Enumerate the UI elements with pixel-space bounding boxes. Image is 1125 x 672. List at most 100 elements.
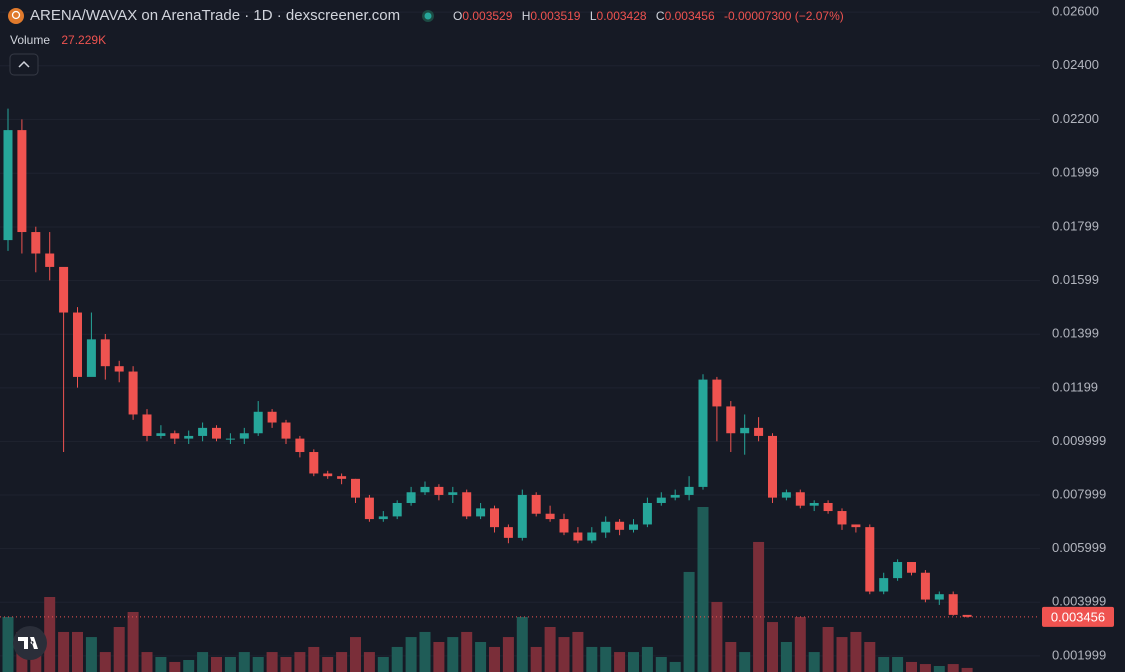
candle-body xyxy=(239,433,249,439)
y-tick-label: 0.003999 xyxy=(1052,594,1106,609)
y-tick-label: 0.02400 xyxy=(1052,57,1099,72)
volume-bar xyxy=(238,652,250,672)
pair-title: ARENA/WAVAX on ArenaTrade · 1D · dexscre… xyxy=(30,7,401,24)
high-letter: H xyxy=(521,9,531,23)
volume-bar xyxy=(252,657,264,672)
candle-body xyxy=(726,406,736,434)
candle-body xyxy=(712,379,722,407)
candle-body xyxy=(281,422,291,439)
last-price-label: 0.003456 xyxy=(1051,609,1105,624)
volume-bar xyxy=(711,601,723,672)
volume-bar xyxy=(113,627,125,672)
volume-value: 27.229K xyxy=(61,33,107,47)
candle-body xyxy=(476,508,486,517)
volume-bar xyxy=(419,631,431,672)
candle-body xyxy=(128,371,138,415)
candle-body xyxy=(198,427,208,436)
volume-bar xyxy=(725,642,737,672)
volume-bar xyxy=(655,657,667,672)
volume-bar xyxy=(85,637,97,672)
volume-bar xyxy=(961,667,973,672)
candle-body xyxy=(434,486,444,495)
candle-body xyxy=(337,476,347,479)
volume-bar xyxy=(197,652,209,672)
volume-bar xyxy=(641,646,653,672)
volume-bar xyxy=(739,652,751,672)
candle-body xyxy=(420,486,430,493)
candle-body xyxy=(73,312,82,377)
volume-bar xyxy=(697,507,709,672)
candle-body xyxy=(184,435,194,439)
candle-body xyxy=(670,494,680,498)
y-tick-label: 0.01799 xyxy=(1052,218,1099,233)
volume-bar xyxy=(544,627,556,672)
candle-body xyxy=(114,366,124,372)
y-tick-label: 0.01999 xyxy=(1052,165,1099,180)
y-tick-label: 0.01599 xyxy=(1052,272,1099,287)
candle-body xyxy=(323,473,333,477)
open-letter: O xyxy=(453,9,463,23)
ohlc-legend: O0.003529 H0.003519 L0.003428 C0.003456 … xyxy=(453,9,850,23)
volume-bar xyxy=(141,652,153,672)
volume-bar xyxy=(614,652,626,672)
volume-bar xyxy=(780,642,792,672)
volume-bar xyxy=(767,622,778,672)
candle-body xyxy=(768,435,777,498)
volume-bar xyxy=(155,657,167,672)
candle-body xyxy=(698,379,708,487)
candle-body xyxy=(809,502,819,506)
volume-bar xyxy=(322,657,334,672)
volume-title: Volume xyxy=(10,33,51,47)
candle-body xyxy=(795,492,805,506)
volume-bar xyxy=(363,652,375,672)
volume-bar xyxy=(669,661,681,672)
volume-bar xyxy=(489,646,500,672)
low-value: 0.003428 xyxy=(596,9,647,23)
collapse-button[interactable] xyxy=(9,53,39,76)
y-tick-label: 0.001999 xyxy=(1052,647,1106,662)
volume-bar xyxy=(628,652,639,672)
candle-body xyxy=(851,524,861,528)
volume-bar xyxy=(475,642,487,672)
candle-body xyxy=(3,130,13,241)
candle-body xyxy=(45,253,55,267)
candle-body xyxy=(267,411,277,423)
candle-body xyxy=(823,502,833,512)
header: ARENA/WAVAX on ArenaTrade · 1D · dexscre… xyxy=(30,7,400,24)
candle-body xyxy=(837,511,847,525)
volume-bar xyxy=(906,661,917,672)
candle-body xyxy=(364,497,374,520)
close-letter: C xyxy=(655,9,665,23)
close-value: 0.003456 xyxy=(664,9,715,23)
candle-body xyxy=(253,411,263,434)
candle-body xyxy=(948,594,958,615)
candle-body xyxy=(865,527,875,592)
volume-bar xyxy=(864,642,876,672)
candle-body xyxy=(545,513,555,520)
candle-body xyxy=(615,521,625,530)
volume-bar xyxy=(308,646,320,672)
last-price-badge xyxy=(1042,606,1114,627)
volume-bar xyxy=(600,646,612,672)
volume-bar xyxy=(850,631,862,672)
volume-bar xyxy=(391,646,403,672)
volume-bar xyxy=(947,664,959,672)
candle-body xyxy=(656,497,666,503)
candle-body xyxy=(309,452,319,474)
candle-body xyxy=(893,562,903,579)
volume-bar xyxy=(72,631,83,672)
candle-body xyxy=(754,427,764,436)
candle-body xyxy=(490,508,499,528)
candle-body xyxy=(629,524,638,530)
y-tick-label: 0.007999 xyxy=(1052,486,1106,501)
high-value: 0.003519 xyxy=(530,9,581,23)
volume-bar xyxy=(892,657,904,672)
candle-body xyxy=(86,339,96,377)
volume-bar xyxy=(405,637,417,672)
volume-bar xyxy=(294,652,306,672)
candle-body xyxy=(462,492,472,517)
volume-bar xyxy=(530,646,542,672)
candle-body xyxy=(781,492,791,498)
